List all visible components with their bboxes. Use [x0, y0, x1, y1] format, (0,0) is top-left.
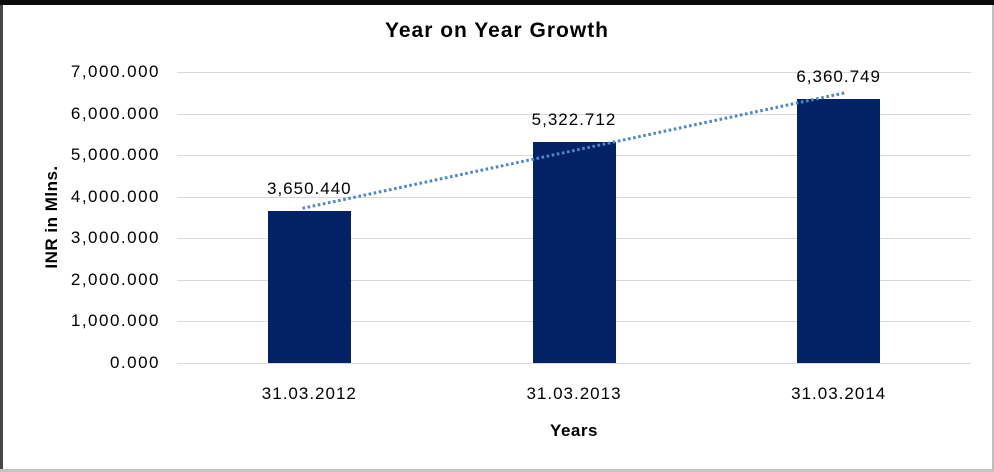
plot-area: 3,650.440 5,322.712 6,360.749: [177, 67, 971, 364]
x-tick-label-2: 31.03.2014: [791, 384, 887, 403]
y-tick-label-7000: 7,000.000: [70, 62, 160, 81]
y-tick-label-2000: 2,000.000: [70, 269, 160, 289]
frame-border-bottom: [0, 469, 994, 472]
y-tick-label-3000: 3,000.000: [70, 228, 160, 248]
frame-border-top: [0, 0, 994, 5]
chart-bar-31.03.2014: [797, 99, 881, 363]
y-tick-label-5000: 5,000.000: [70, 145, 160, 165]
chart-bar-31.03.2013: [532, 142, 616, 363]
y-tick-label-1000: 1,000.000: [70, 311, 160, 331]
bar-value-label-2: 6,360.749: [796, 67, 881, 86]
y-tick-label-0: 0.000: [109, 353, 160, 372]
chart-bar-31.03.2012: [267, 211, 351, 363]
chart-title: Year on Year Growth: [384, 19, 610, 42]
y-tick-label-4000: 4,000.000: [70, 186, 160, 206]
gridline-0: [177, 363, 971, 364]
x-tick-label-1: 31.03.2013: [526, 384, 622, 403]
x-axis-title: Years: [550, 421, 598, 440]
bar-value-label-0: 3,650.440: [267, 179, 352, 198]
y-tick-label-6000: 6,000.000: [70, 103, 160, 123]
bar-value-label-1: 5,322.712: [531, 110, 617, 129]
x-tick-label-0: 31.03.2012: [261, 384, 357, 403]
y-axis-title: INR in Mlns.: [42, 165, 61, 269]
frame-border-left: [0, 0, 3, 472]
frame-border-right: [992, 0, 994, 472]
gridline-7000: [177, 72, 971, 73]
